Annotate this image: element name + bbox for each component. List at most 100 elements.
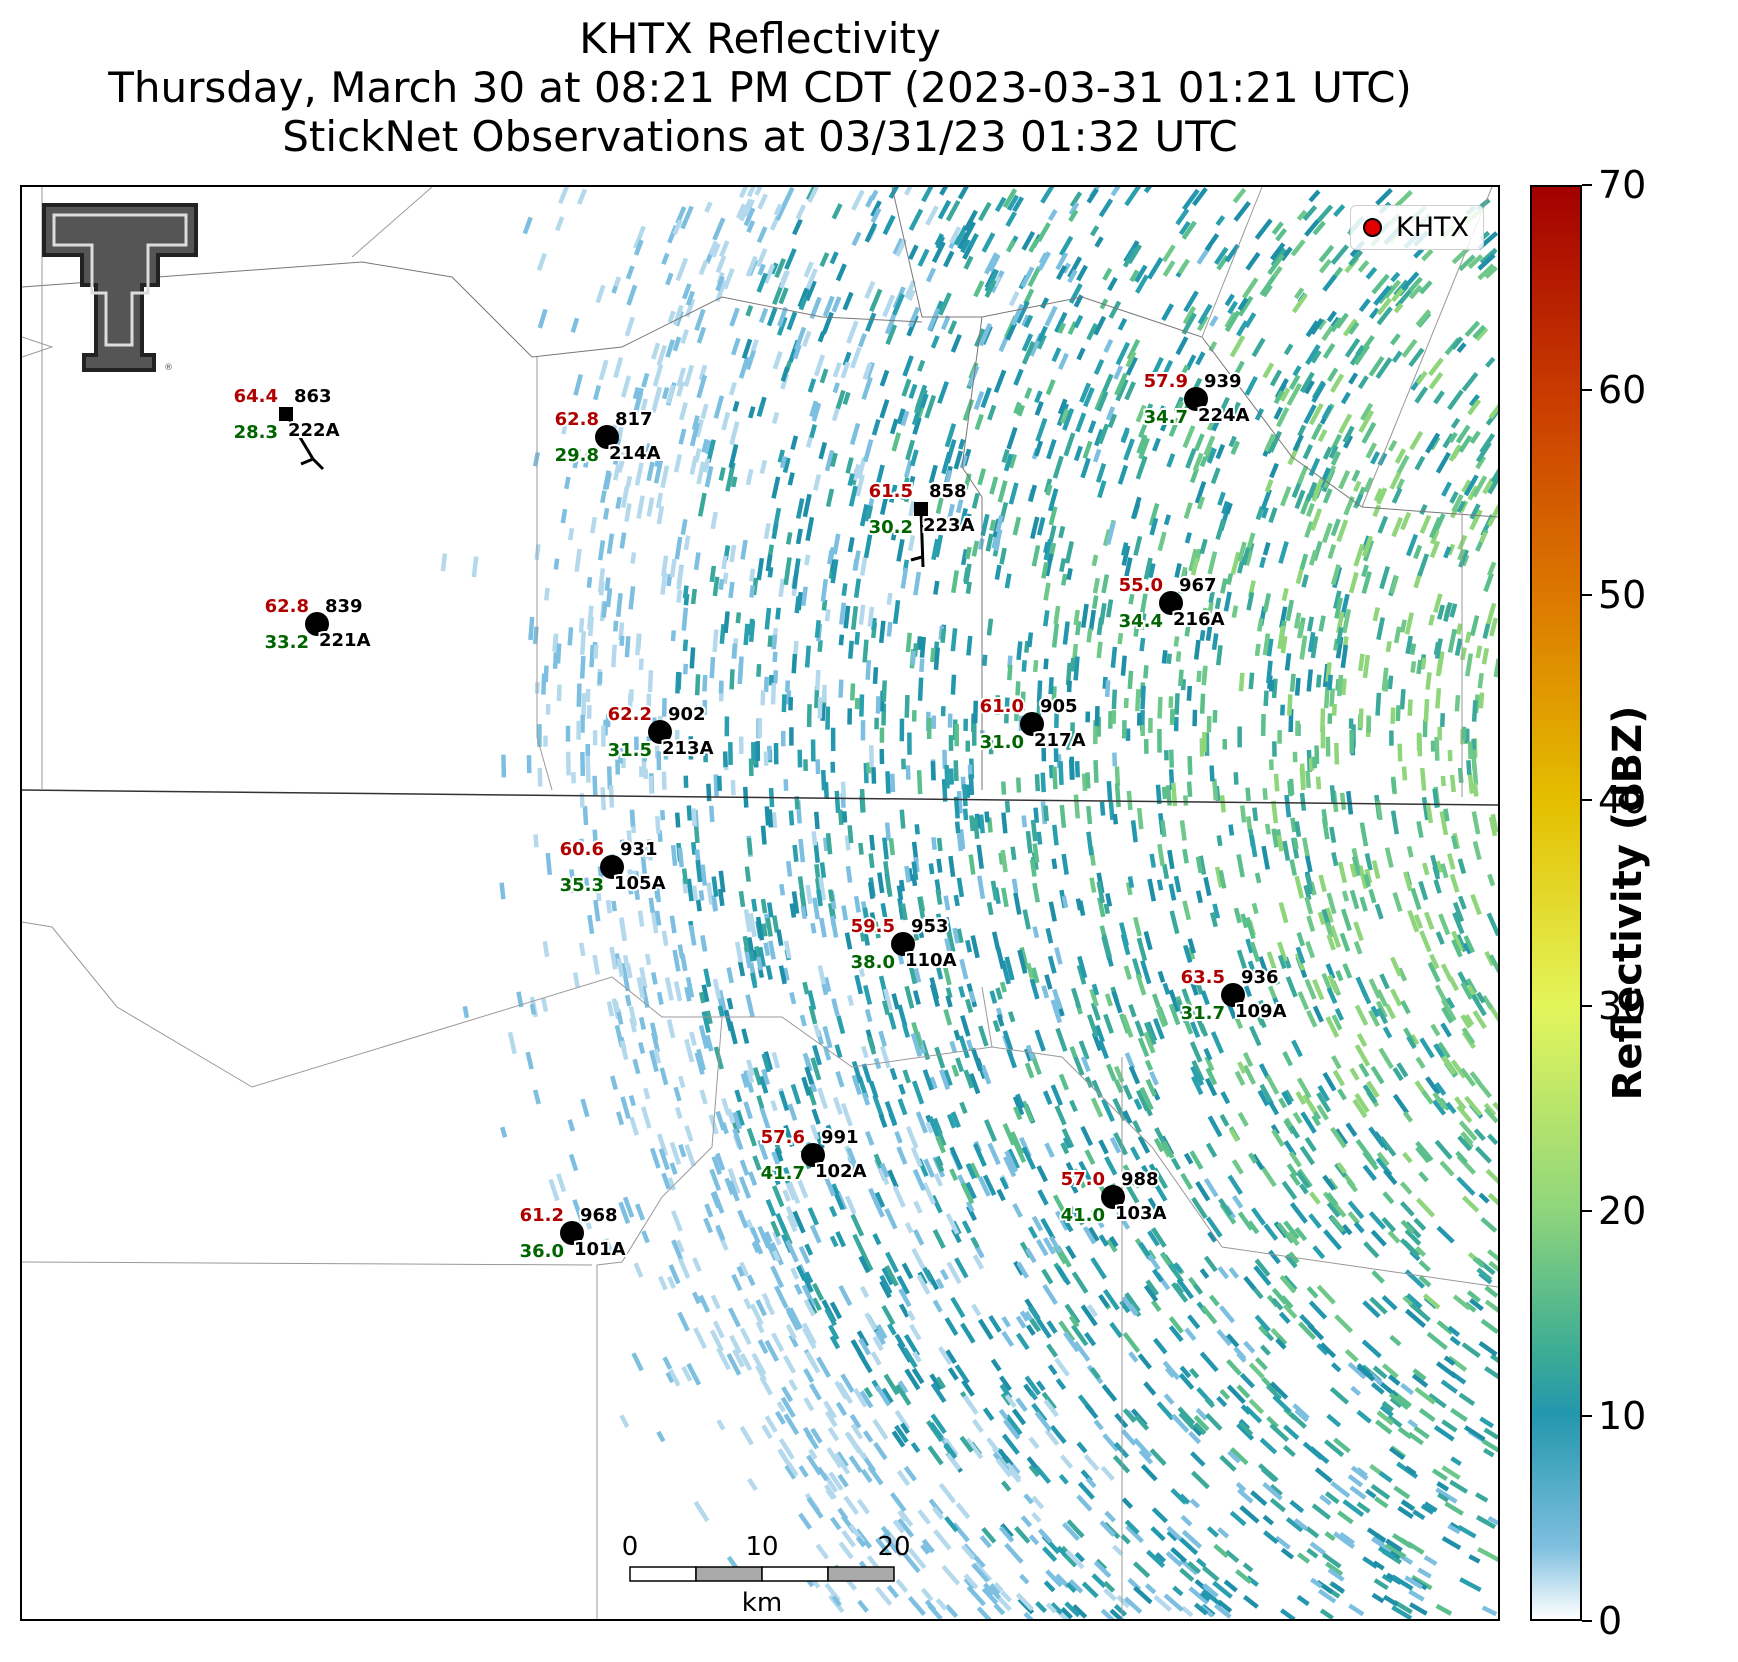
radar-gate [1297, 1552, 1311, 1564]
radar-gate [706, 783, 712, 802]
radar-gate [661, 698, 667, 717]
radar-gate [1047, 209, 1058, 221]
radar-gate [934, 233, 945, 247]
radar-gate [1179, 1567, 1195, 1582]
radar-gate [564, 476, 571, 490]
radar-gate [910, 1032, 923, 1057]
radar-gate [763, 263, 776, 284]
radar-gate [913, 571, 922, 596]
radar-gate [764, 1339, 780, 1362]
radar-gate [1455, 623, 1463, 635]
radar-gate [1459, 1577, 1482, 1593]
radar-gate [1034, 774, 1041, 792]
radar-gate [1479, 531, 1488, 544]
radar-gate [1430, 740, 1436, 752]
radar-gate [1389, 1396, 1403, 1409]
radar-gate [666, 1019, 676, 1039]
radar-gate [1326, 934, 1336, 951]
radar-gate [763, 676, 769, 693]
radar-gate [716, 1347, 731, 1371]
radar-gate [1363, 1241, 1380, 1259]
radar-gate [908, 306, 921, 328]
radar-gate [933, 647, 940, 671]
radar-gate [779, 455, 788, 469]
radar-gate [1030, 516, 1040, 540]
radar-gate [500, 1126, 508, 1138]
radar-gate [732, 400, 740, 412]
radar-gate [1457, 548, 1466, 561]
radar-gate [1457, 858, 1467, 875]
radar-gate [1151, 1179, 1168, 1202]
radar-gate [979, 1535, 992, 1549]
radar-gate [526, 755, 532, 774]
radar-gate [1068, 209, 1079, 223]
radar-gate [1184, 1327, 1197, 1342]
radar-gate [867, 606, 875, 627]
station-marker-icon [1184, 387, 1208, 411]
radar-gate [865, 312, 877, 332]
radar-gate [1212, 1580, 1233, 1599]
radar-gate [1001, 1330, 1015, 1347]
radar-gate [1093, 1560, 1112, 1579]
radar-gate [963, 567, 970, 583]
radar-gate [804, 280, 817, 302]
radar-gate [1034, 1411, 1053, 1432]
radar-gate [899, 718, 905, 742]
radar-gate [1447, 1355, 1468, 1372]
radar-gate [770, 1168, 781, 1186]
radar-gate [1127, 876, 1135, 889]
radar-gate [1269, 1381, 1289, 1400]
radar-gate [1097, 423, 1110, 445]
radar-gate [1263, 1530, 1279, 1545]
radar-gate [639, 966, 648, 989]
radar-gate [1347, 1474, 1364, 1488]
radar-gate [771, 411, 780, 425]
radar-gate [1263, 1223, 1279, 1241]
radar-gate [1161, 650, 1168, 664]
radar-gate [1359, 896, 1368, 912]
radar-gate [641, 372, 650, 388]
radar-gate [678, 428, 687, 445]
radar-gate [1052, 455, 1064, 479]
radar-gate [1401, 766, 1408, 781]
radar-gate [669, 558, 677, 578]
radar-gate [907, 535, 916, 552]
radar-gate [567, 1119, 576, 1132]
radar-map[interactable]: ® 64.4 863 28.3 222A 62.8 817 29.8 214A 61.5 858 3… [20, 185, 1500, 1621]
radar-gate [1321, 1552, 1342, 1569]
radar-gate [994, 695, 1001, 715]
radar-gate [1149, 853, 1157, 868]
radar-gate [612, 620, 619, 632]
radar-gate [1391, 487, 1403, 504]
radar-gate [721, 555, 728, 570]
radar-gate [776, 929, 784, 947]
radar-gate [1299, 792, 1307, 811]
radar-gate [1480, 1318, 1498, 1335]
radar-gate [1486, 1249, 1498, 1268]
radar-gate [1460, 981, 1474, 1000]
radar-gate [499, 882, 506, 900]
radar-gate [1069, 657, 1076, 672]
radar-gate [1478, 1516, 1497, 1530]
radar-gate [1036, 1319, 1052, 1339]
radar-gate [1318, 244, 1335, 263]
radar-gate [935, 1598, 948, 1611]
radar-gate [1175, 401, 1184, 414]
radar-gate [907, 959, 918, 985]
radar-gate [1336, 519, 1349, 543]
radar-gate [917, 924, 925, 939]
